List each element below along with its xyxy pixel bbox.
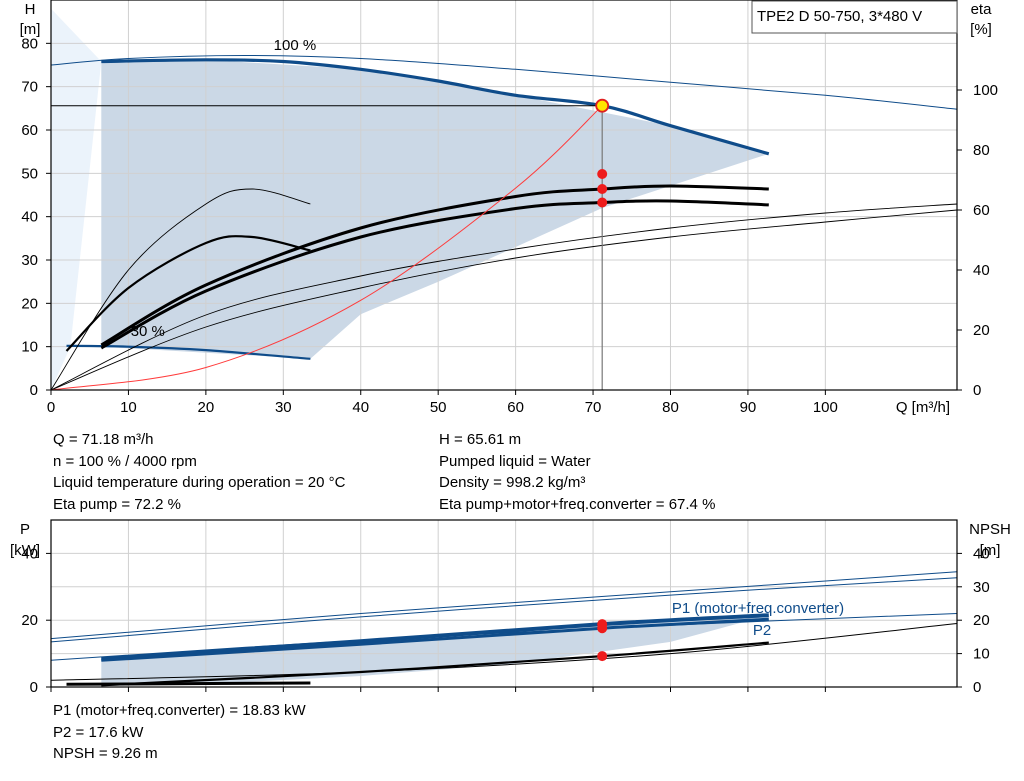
series-p1 <box>101 613 769 661</box>
npsh-axis-unit: [m] <box>980 542 1001 559</box>
series-eta-envelope-thin <box>50 188 311 391</box>
series-eta-pump-30 <box>65 235 311 352</box>
series-system-curve <box>50 105 603 391</box>
p-tick-label: 20 <box>21 612 38 629</box>
series-npsh-envelope <box>50 623 958 681</box>
y-tick-label-right: 20 <box>973 322 990 339</box>
series-head-max-envelope <box>50 54 958 110</box>
power-marker <box>597 651 608 662</box>
y-axis-label-left: H <box>25 1 36 18</box>
y-axis-label-right: eta <box>971 1 993 18</box>
y-tick-label-right: 80 <box>973 142 990 159</box>
pump-chart: 0 10 20 30 40 50 60 70 80 90 100010203040506070800… <box>10 0 1011 696</box>
info-bottom: P1 (motor+freq.converter) = 18.83 kW P2 … <box>53 700 306 765</box>
series-eta-total-envelope <box>50 203 958 391</box>
y-tick-label-left: 10 <box>21 339 38 356</box>
series-p-envelope-low <box>50 613 958 661</box>
y-tick-label-right: 60 <box>973 202 990 219</box>
bottom-plot-frame <box>50 519 958 688</box>
y-axis-unit-left: [m] <box>20 21 41 38</box>
p-axis-label: P <box>20 521 30 538</box>
x-tick-label: 90 <box>740 399 757 416</box>
head-readout: H = 65.61 m <box>439 431 522 448</box>
liquid-readout: Pumped liquid = Water <box>439 452 591 470</box>
y-tick-label-left: 80 <box>21 35 38 52</box>
p2-readout: P2 = 17.6 kW <box>53 723 144 741</box>
npsh-axis-label: NPSH <box>969 521 1011 538</box>
npsh-tick-label: 0 <box>973 679 981 696</box>
series-p1-max-envelope <box>50 571 958 640</box>
series-npsh <box>101 641 769 687</box>
y-tick-label-right: 0 <box>973 382 981 399</box>
y-tick-label-left: 20 <box>21 295 38 312</box>
y-tick-label-right: 40 <box>973 262 990 279</box>
npsh-tick-label: 30 <box>973 579 990 596</box>
info-left: Q = 71.18 m³/h n = 100 % / 4000 rpm Liqu… <box>53 429 345 515</box>
x-tick-label: 40 <box>352 399 369 416</box>
y-tick-label-left: 30 <box>21 252 38 269</box>
p-tick-label: 40 <box>21 545 38 562</box>
info-right: H = 65.61 m Pumped liquid = Water Densit… <box>439 429 715 515</box>
annotation-100-percent: 100 % <box>274 37 317 54</box>
x-tick-label: 10 <box>120 399 137 416</box>
density-readout: Density = 998.2 kg/m³ <box>439 474 586 491</box>
duty-point-marker <box>595 98 610 113</box>
x-tick-label: 20 <box>198 399 215 416</box>
series-p2-max-envelope <box>50 577 958 643</box>
eta-marker <box>597 197 608 208</box>
y-tick-label-right: 100 <box>973 82 998 99</box>
series-head-100 <box>101 58 770 156</box>
eta-pump-readout: Eta pump = 72.2 % <box>53 495 181 513</box>
y-tick-label-left: 60 <box>21 122 38 139</box>
npsh-readout: NPSH = 9.26 m <box>53 745 158 762</box>
p1-curve-label: P1 (motor+freq.converter) <box>672 600 844 617</box>
y-tick-label-left: 0 <box>30 382 38 399</box>
eta-marker <box>597 169 608 179</box>
speed-readout: n = 100 % / 4000 rpm <box>53 452 197 470</box>
power-marker <box>597 623 608 634</box>
npsh-tick-label: 10 <box>973 646 990 663</box>
series-p2 <box>101 617 769 662</box>
eta-total-readout: Eta pump+motor+freq.converter = 67.4 % <box>439 495 716 513</box>
npsh-tick-label: 40 <box>973 545 990 562</box>
x-tick-label: 0 <box>47 399 55 416</box>
npsh-tick-label: 20 <box>973 612 990 629</box>
series-head-30 <box>66 344 311 360</box>
annotation-30-percent: 30 % <box>131 323 165 340</box>
x-axis-label: Q [m³/h] <box>896 399 950 416</box>
p1-readout: P1 (motor+freq.converter) = 18.83 kW <box>53 702 306 719</box>
p-tick-label: 0 <box>30 679 38 696</box>
x-tick-label: 50 <box>430 399 447 416</box>
series-p1-30 <box>66 681 311 686</box>
x-tick-label: 60 <box>507 399 524 416</box>
low-flow-zone <box>51 8 102 391</box>
y-tick-label-left: 70 <box>21 79 38 96</box>
top-plot-frame <box>50 0 958 391</box>
temperature-readout: Liquid temperature during operation = 20… <box>53 474 346 491</box>
y-tick-label-left: 40 <box>21 209 38 226</box>
y-axis-unit-right: [%] <box>970 21 992 38</box>
eta-marker <box>597 184 608 194</box>
x-tick-label: 100 <box>813 399 838 416</box>
model-label-box <box>751 0 958 34</box>
series-eta-total-envelope-2 <box>50 209 958 391</box>
model-label: TPE2 D 50-750, 3*480 V <box>757 8 922 25</box>
flow-readout: Q = 71.18 m³/h <box>53 431 154 448</box>
x-tick-label: 70 <box>585 399 602 416</box>
x-tick-label: 30 <box>275 399 292 416</box>
y-tick-label-left: 50 <box>21 165 38 182</box>
p-axis-unit: [kW] <box>10 542 40 559</box>
series-eta-pump-100 <box>100 184 769 347</box>
x-tick-label: 80 <box>662 399 679 416</box>
p2-curve-label: P2 <box>753 622 771 639</box>
